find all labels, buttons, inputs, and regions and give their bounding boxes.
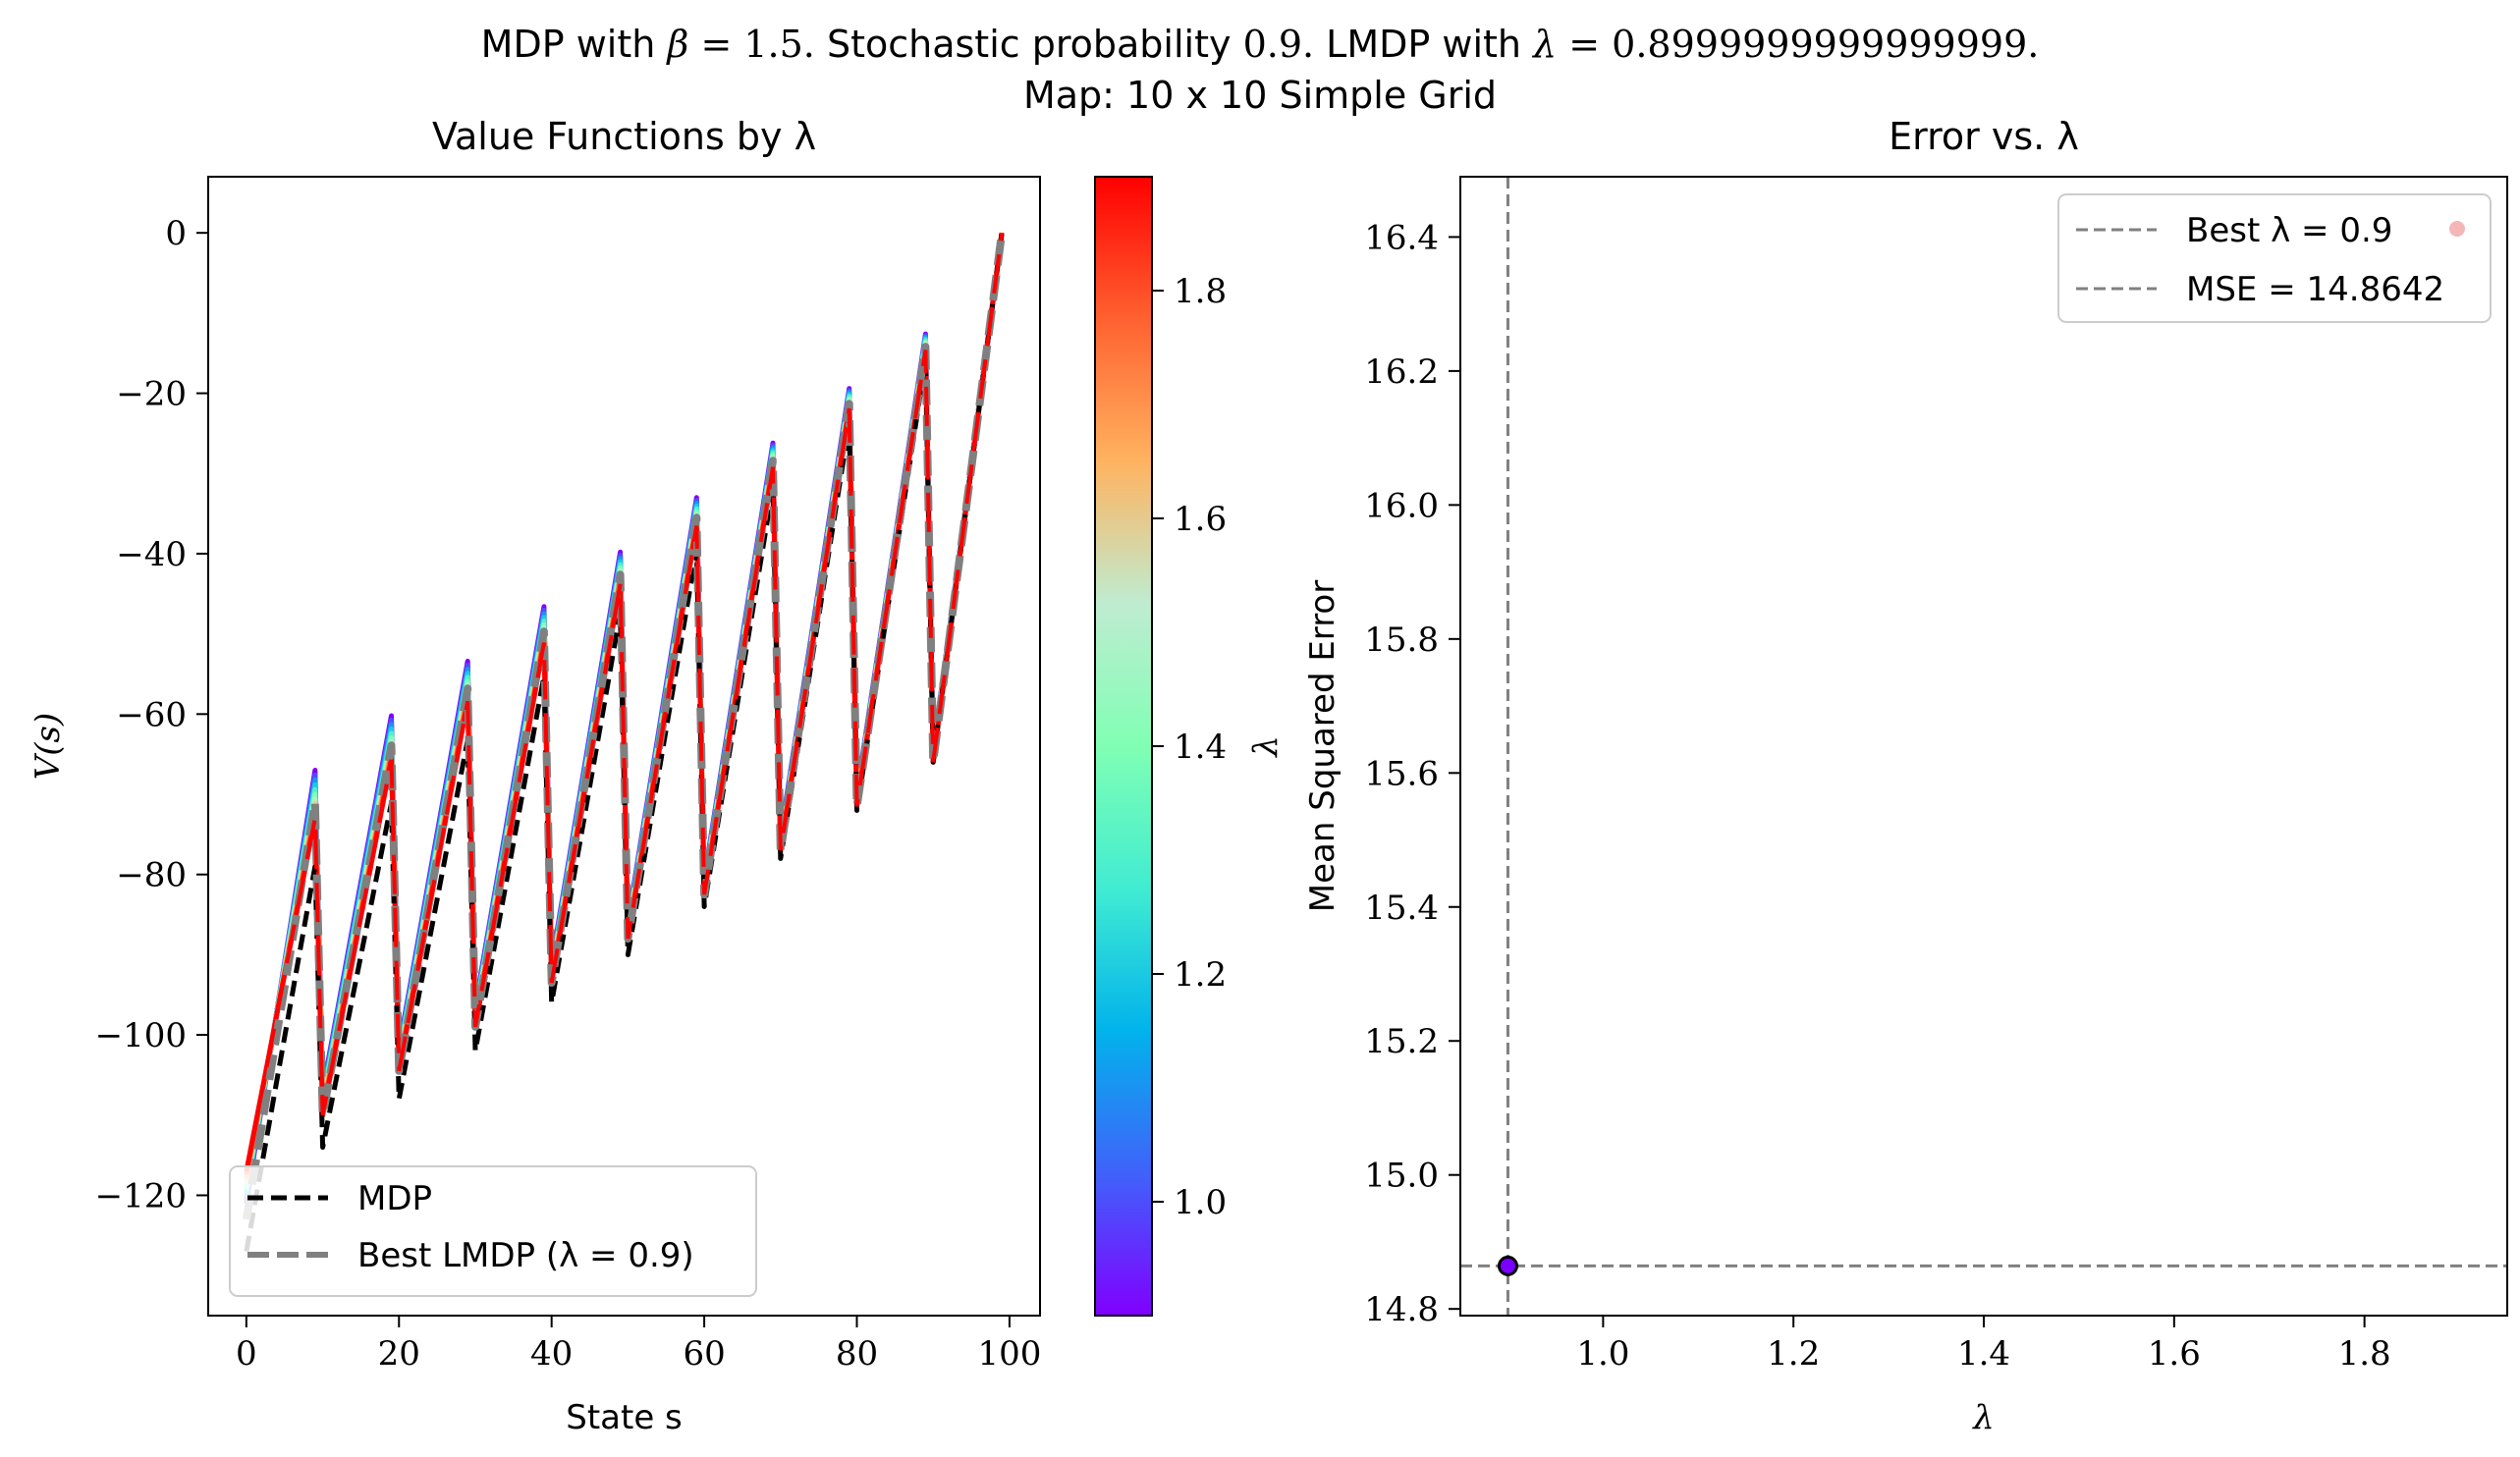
y-tick-label: 0: [165, 214, 187, 253]
right-plot-frame: [1459, 176, 2508, 1317]
y-tick-label: 15.8: [1364, 621, 1439, 660]
suptitle-part: MDP with: [481, 23, 668, 66]
x-tick-label: 1.2: [1767, 1334, 1820, 1374]
value-functions-plot: 0 20 40 60 80 100 0 −20 −40 −60 −80 −100 −120 Value F…: [28, 115, 1041, 1437]
y-tick-label: −120: [95, 1176, 187, 1215]
y-tick-label: −80: [116, 856, 187, 895]
colorbar-label: λ: [1246, 735, 1286, 759]
y-tick-label: 16.2: [1364, 352, 1439, 392]
x-tick-label: 40: [530, 1334, 573, 1374]
suptitle-line2: Map: 10 x 10 Simple Grid: [1023, 74, 1497, 117]
right-legend-box: [2057, 193, 2492, 323]
x-tick-label: 20: [378, 1334, 420, 1374]
x-tick-label: 60: [683, 1334, 725, 1374]
x-tick-label: 1.8: [2338, 1334, 2391, 1374]
right-legend: Best λ = 0.9 MSE = 14.8642: [2057, 193, 2492, 323]
right-x-axis-label: λ: [1971, 1398, 1995, 1437]
left-x-axis-label: State s: [566, 1398, 683, 1437]
legend-marker: [2449, 221, 2465, 237]
suptitle-part: β: [665, 23, 688, 66]
legend-label-best-lambda: Best λ = 0.9: [2186, 211, 2392, 250]
y-tick-label: 15.2: [1364, 1022, 1439, 1061]
colorbar: 1.0 1.2 1.4 1.6 1.8 λ: [1094, 176, 1286, 1317]
suptitle-part: = 0.8999999999999999.: [1557, 23, 2039, 66]
y-tick-label: −20: [116, 375, 187, 414]
y-tick-label: 15.0: [1364, 1157, 1439, 1196]
y-tick-label: −100: [95, 1016, 187, 1055]
y-tick-label: −60: [116, 695, 187, 734]
error-plot: 1.0 1.2 1.4 1.6 1.8 14.8 15.0 15.2 15.4 15.6 15.8 1…: [1303, 115, 2508, 1437]
y-tick-label: 15.4: [1364, 889, 1439, 928]
left-y-axis-label: V(s): [28, 713, 68, 781]
error-point: [1497, 1255, 1518, 1276]
lambda-curve-max: [244, 232, 1005, 1172]
suptitle-part: λ: [1531, 23, 1557, 66]
value-curves: [242, 232, 1007, 1253]
x-tick-label: 80: [836, 1334, 878, 1374]
x-tick-label: 1.0: [1576, 1334, 1629, 1374]
colorbar-tick-label: 1.8: [1174, 272, 1227, 311]
left-plot-frame: [207, 176, 1041, 1317]
y-tick-label: 15.6: [1364, 754, 1439, 793]
x-tick-label: 1.4: [1957, 1334, 2010, 1374]
suptitle: MDP with β = 1.5. Stochastic probability…: [481, 23, 2040, 66]
x-tick-label: 0: [236, 1334, 257, 1374]
legend-label-mse: MSE = 14.8642: [2186, 270, 2444, 309]
colorbar-tick-label: 1.2: [1174, 955, 1227, 995]
y-tick-label: 14.8: [1364, 1290, 1439, 1329]
suptitle-part: LMDP with: [1314, 23, 1533, 66]
colorbar-tick-label: 1.6: [1174, 500, 1227, 539]
left-plot-title: Value Functions by λ: [432, 115, 816, 158]
suptitle-part: = 1.5.: [688, 23, 815, 66]
colorbar-tick-label: 1.0: [1174, 1183, 1227, 1222]
colorbar-gradient: [1094, 176, 1153, 1317]
x-tick-label: 1.6: [2148, 1334, 2201, 1374]
left-legend: MDP Best LMDP (λ = 0.9): [229, 1165, 757, 1297]
x-tick-label: 100: [977, 1334, 1041, 1374]
suptitle-part: Stochastic probability: [815, 23, 1243, 66]
y-tick-label: 16.4: [1364, 218, 1439, 257]
right-y-axis-label: Mean Squared Error: [1303, 580, 1342, 912]
colorbar-tick-label: 1.4: [1174, 728, 1227, 767]
y-tick-label: −40: [116, 535, 187, 574]
y-tick-label: 16.0: [1364, 486, 1439, 525]
right-plot-title: Error vs. λ: [1889, 115, 2079, 158]
legend-label-best-lmdp: Best LMDP (λ = 0.9): [357, 1236, 694, 1275]
legend-label-mdp: MDP: [357, 1179, 432, 1218]
left-legend-box: [229, 1165, 757, 1297]
suptitle-part: 0.9.: [1243, 23, 1315, 66]
